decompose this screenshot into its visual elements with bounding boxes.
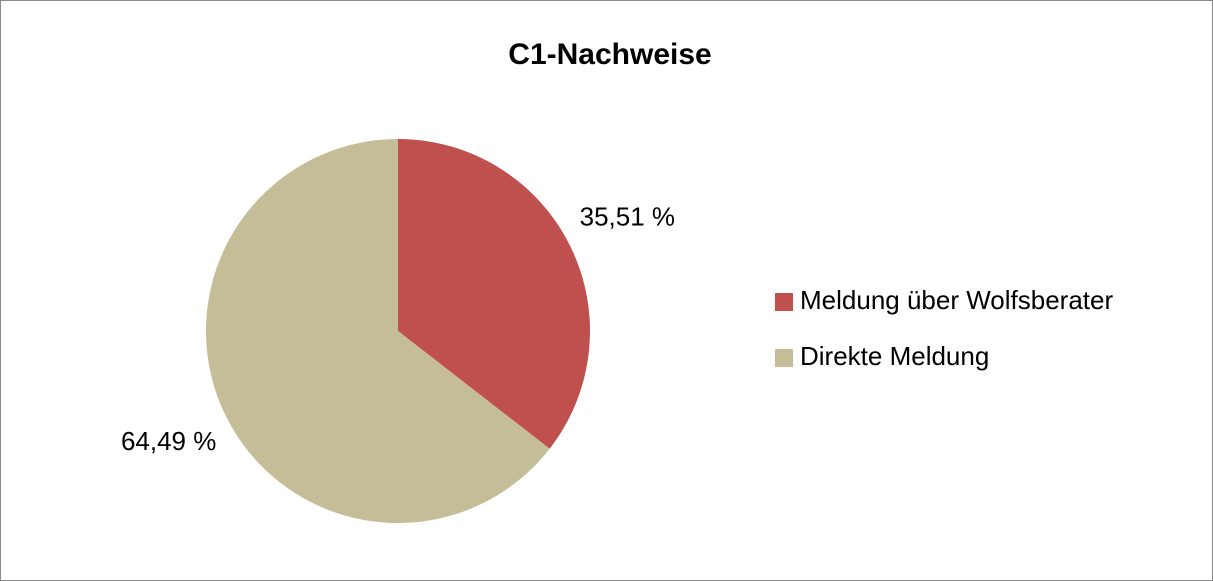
legend-swatch (775, 349, 793, 367)
pie-slice (398, 139, 590, 449)
data-label: 35,51 % (580, 202, 675, 232)
data-label: 64,49 % (121, 426, 216, 456)
legend-label: Direkte Meldung (800, 341, 989, 371)
legend-label: Meldung über Wolfsberater (800, 285, 1113, 315)
pie-slice (206, 139, 550, 523)
legend-swatch (775, 293, 793, 311)
chart-title: C1-Nachweise (508, 38, 711, 71)
